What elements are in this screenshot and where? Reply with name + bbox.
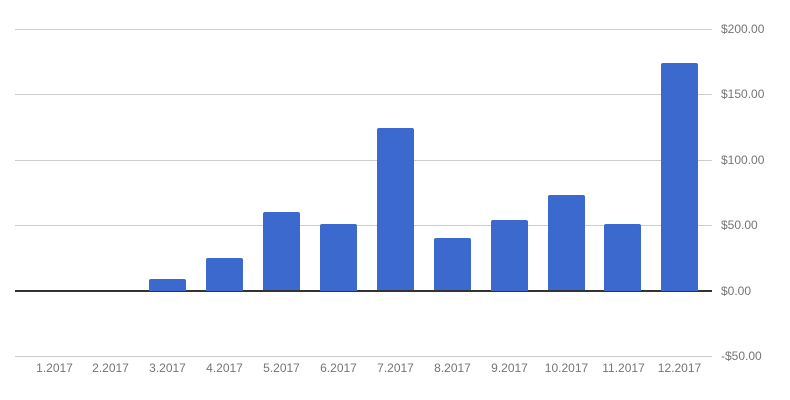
bar-4.2017 [206, 258, 243, 291]
y-tick-label: $100.00 [721, 153, 765, 167]
x-tick-label: 12.2017 [657, 361, 702, 375]
x-tick-label: 5.2017 [263, 361, 300, 375]
y-tick-label: $150.00 [721, 87, 765, 101]
x-tick-label: 7.2017 [377, 361, 414, 375]
zero-axis-line [15, 290, 712, 292]
x-tick-label: 6.2017 [320, 361, 357, 375]
gridline [15, 29, 712, 30]
x-tick-label: 8.2017 [434, 361, 471, 375]
x-tick-label: 2.2017 [92, 361, 129, 375]
gridline [15, 225, 712, 226]
y-tick-label: -$50.00 [721, 349, 762, 363]
bar-11.2017 [604, 224, 641, 291]
gridline [15, 356, 712, 357]
bar-10.2017 [548, 195, 585, 290]
x-tick-label: 3.2017 [149, 361, 186, 375]
x-tick-label: 4.2017 [206, 361, 243, 375]
gridline [15, 160, 712, 161]
y-tick-label: $200.00 [721, 22, 765, 36]
x-tick-label: 10.2017 [544, 361, 589, 375]
bar-9.2017 [491, 220, 528, 291]
bar-3.2017 [149, 279, 186, 291]
bar-6.2017 [320, 224, 357, 291]
bar-7.2017 [377, 128, 414, 290]
x-tick-label: 11.2017 [602, 361, 645, 375]
bar-12.2017 [661, 63, 698, 291]
y-tick-label: $0.00 [721, 284, 752, 298]
bar-5.2017 [263, 212, 300, 290]
x-tick-label: 9.2017 [491, 361, 528, 375]
y-tick-label: $50.00 [721, 218, 758, 232]
x-tick-label: 1.2017 [36, 361, 73, 375]
gridline [15, 94, 712, 95]
bar-8.2017 [434, 238, 471, 290]
